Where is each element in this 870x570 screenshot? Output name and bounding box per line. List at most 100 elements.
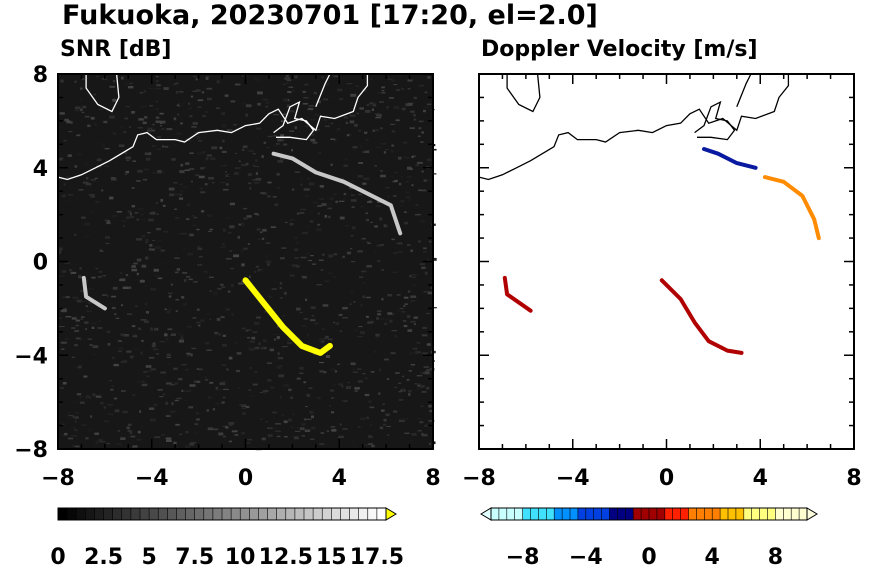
coastline-path [478,74,790,181]
snr-noise-speckle [193,216,198,219]
snr-noise-speckle [165,437,172,440]
snr-colorbar-cell [158,508,168,520]
snr-noise-speckle [311,263,317,265]
snr-noise-speckle [245,405,250,409]
snr-noise-speckle [409,127,415,129]
snr-noise-speckle [74,429,78,431]
snr-noise-speckle [324,125,330,128]
snr-noise-speckle [422,352,428,354]
snr-noise-speckle [385,413,391,416]
snr-noise-speckle [385,187,390,189]
doppler-echo [762,175,821,241]
snr-colorbar-cell [176,508,186,520]
snr-noise-speckle [359,276,364,278]
snr-colorbar-cell [367,508,378,520]
snr-noise-speckle [423,247,427,249]
snr-noise-speckle [195,89,201,92]
snr-noise-speckle [61,348,65,350]
snr-noise-speckle [231,313,234,316]
snr-noise-speckle [344,400,348,402]
snr-noise-speckle [287,223,291,226]
snr-noise-speckle [62,296,67,299]
snr-noise-speckle [205,157,209,160]
snr-noise-speckle [59,317,63,319]
snr-echo [271,151,403,236]
snr-noise-speckle [152,211,156,213]
snr-noise-speckle [271,288,277,290]
snr-noise-speckle [207,396,212,399]
snr-noise-speckle [330,368,336,370]
snr-noise-speckle [144,284,147,287]
snr-noise-speckle [184,398,187,402]
snr-noise-speckle [273,134,277,137]
snr-noise-speckle [299,372,304,374]
snr-noise-speckle [299,366,304,370]
snr-noise-speckle [384,358,389,361]
snr-noise-speckle [303,418,307,421]
snr-noise-speckle [419,263,425,265]
snr-noise-speckle [381,90,385,92]
snr-noise-speckle [267,434,273,438]
doppler-colorbar-cell [585,508,594,520]
doppler-colorbar-cell [538,508,547,520]
snr-noise-speckle [333,75,339,78]
snr-noise-speckle [75,319,80,322]
snr-noise-speckle [294,126,297,129]
snr-noise-speckle [88,288,94,290]
snr-noise-speckle [335,322,340,325]
snr-noise-speckle [338,97,344,101]
snr-noise-speckle [229,202,235,206]
snr-noise-speckle [349,303,352,306]
snr-noise-speckle [322,328,325,330]
snr-noise-speckle [79,267,82,270]
snr-noise-speckle [288,388,292,392]
snr-noise-speckle [342,317,348,319]
snr-noise-speckle [363,281,366,284]
snr-noise-speckle [95,267,98,270]
snr-noise-speckle [131,205,135,208]
snr-noise-speckle [338,313,343,316]
snr-noise-speckle [421,131,424,134]
snr-noise-speckle [294,75,298,79]
snr-noise-speckle [142,121,147,124]
snr-noise-speckle [375,169,379,171]
snr-noise-speckle [387,78,393,80]
snr-noise-speckle [296,377,301,380]
snr-noise-speckle [193,281,198,283]
snr-noise-speckle [394,386,398,389]
snr-noise-speckle [260,269,265,272]
snr-noise-speckle [295,241,299,245]
snr-noise-speckle [241,75,248,77]
snr-colorbar-cell [140,508,150,520]
snr-noise-speckle [120,361,125,363]
snr-noise-speckle [426,158,432,162]
doppler-axis-ticks: −8 −4 0 4 8 [462,73,862,491]
snr-noise-speckle [314,322,319,325]
snr-noise-speckle [256,79,261,82]
snr-noise-speckle [293,436,299,440]
snr-noise-speckle [343,164,349,167]
snr-noise-speckle [296,265,300,268]
snr-noise-speckle [131,268,137,272]
snr-noise-speckle [170,333,176,336]
snr-noise-speckle [359,331,365,335]
snr-noise-speckle [197,247,203,251]
snr-noise-speckle [161,434,166,436]
snr-noise-speckle [68,131,73,133]
snr-noise-speckle [179,102,185,106]
snr-noise-speckle [145,365,152,368]
snr-noise-speckle [161,170,166,174]
snr-noise-speckle [196,136,200,139]
snr-noise-speckle [110,177,116,179]
snr-noise-speckle [287,341,293,345]
snr-noise-speckle [306,252,310,255]
snr-noise-speckle [344,225,350,227]
snr-noise-speckle [327,272,333,275]
snr-noise-speckle [133,262,138,265]
snr-noise-speckle [185,162,190,165]
snr-noise-speckle [342,236,346,238]
snr-noise-speckle [377,260,381,262]
snr-noise-speckle [153,348,159,351]
snr-noise-speckle [238,160,241,162]
snr-noise-speckle [238,387,241,389]
